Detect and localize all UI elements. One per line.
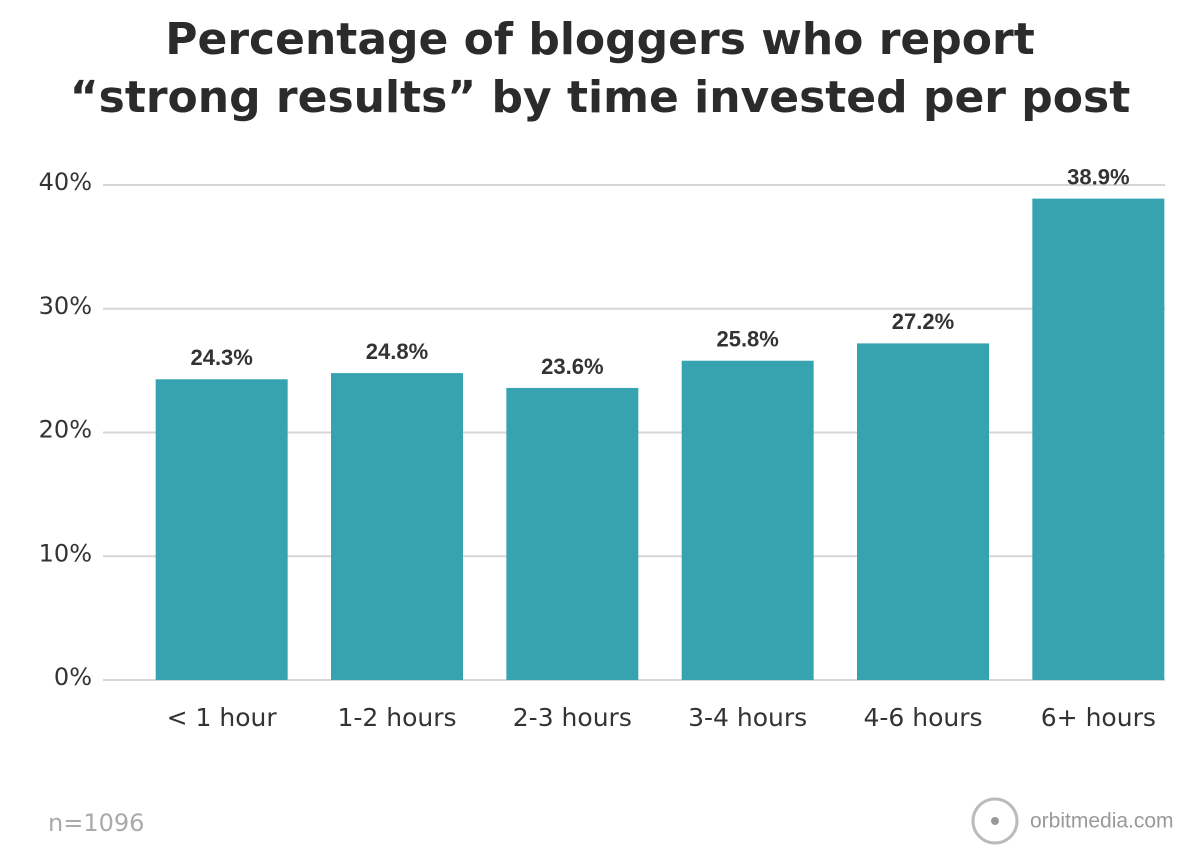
y-tick-label: 20% — [39, 416, 92, 444]
value-label: 38.9% — [1067, 164, 1129, 189]
value-label: 24.8% — [366, 339, 428, 364]
bar — [506, 387, 639, 680]
logo-ring — [971, 797, 1019, 845]
x-tick-label: 6+ hours — [1041, 703, 1156, 732]
sample-note: n=1096 — [48, 809, 144, 837]
bar — [1032, 198, 1165, 681]
x-tick-label: 1-2 hours — [337, 703, 456, 732]
value-label: 24.3% — [190, 345, 252, 370]
bar — [331, 373, 463, 680]
x-tick-label: 2-3 hours — [513, 703, 632, 732]
chart-title: Percentage of bloggers who report — [165, 14, 1034, 65]
bar — [857, 343, 989, 680]
bar — [681, 360, 814, 680]
value-label: 25.8% — [716, 327, 778, 352]
y-tick-label: 0% — [54, 663, 92, 691]
chart-title: “strong results” by time invested per po… — [70, 72, 1131, 123]
bar — [155, 379, 288, 680]
x-tick-label: 4-6 hours — [863, 703, 982, 732]
value-label: 23.6% — [541, 354, 603, 379]
y-tick-label: 40% — [39, 168, 92, 196]
x-tick-label: 3-4 hours — [688, 703, 807, 732]
y-tick-label: 10% — [39, 539, 92, 567]
source: orbitmedia.com — [1030, 810, 1174, 833]
value-label: 27.2% — [892, 309, 954, 334]
x-tick-label: < 1 hour — [167, 703, 278, 732]
logo-dot — [991, 817, 999, 825]
y-tick-label: 30% — [39, 292, 92, 320]
